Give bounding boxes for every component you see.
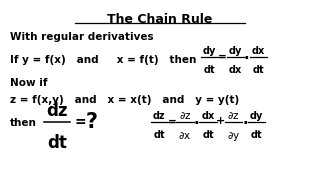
Text: dt: dt [252, 65, 264, 75]
Text: dz: dz [153, 111, 166, 121]
Text: dx: dx [201, 111, 215, 121]
Text: +: + [216, 116, 225, 127]
Text: dt: dt [154, 130, 165, 140]
Text: ?: ? [86, 111, 98, 132]
Text: =: = [74, 114, 86, 129]
Text: Now if: Now if [10, 78, 47, 88]
Text: dy: dy [203, 46, 216, 56]
Text: dz: dz [46, 102, 68, 120]
Text: $\partial$y: $\partial$y [227, 130, 240, 143]
Text: $\partial$x: $\partial$x [178, 130, 192, 141]
Text: With regular derivatives: With regular derivatives [10, 32, 153, 42]
Text: The Chain Rule: The Chain Rule [107, 13, 213, 26]
Text: =: = [218, 52, 227, 62]
Text: .: . [194, 112, 199, 127]
Text: dy: dy [228, 46, 242, 56]
Text: dt: dt [204, 65, 215, 75]
Text: z = f(x,y)   and   x = x(t)   and   y = y(t): z = f(x,y) and x = x(t) and y = y(t) [10, 95, 239, 105]
Text: If y = f(x)   and     x = f(t)   then: If y = f(x) and x = f(t) then [10, 55, 196, 65]
Text: dx: dx [252, 46, 265, 56]
Text: dt: dt [202, 130, 214, 140]
Text: =: = [168, 116, 177, 127]
Text: dy: dy [250, 111, 263, 121]
Text: .: . [244, 47, 249, 62]
Text: .: . [242, 112, 248, 127]
Text: $\partial$z: $\partial$z [228, 110, 240, 121]
Text: dt: dt [47, 134, 67, 152]
Text: dt: dt [251, 130, 262, 140]
Text: $\partial$z: $\partial$z [179, 110, 191, 121]
Text: dx: dx [228, 65, 242, 75]
Text: then: then [10, 118, 36, 128]
